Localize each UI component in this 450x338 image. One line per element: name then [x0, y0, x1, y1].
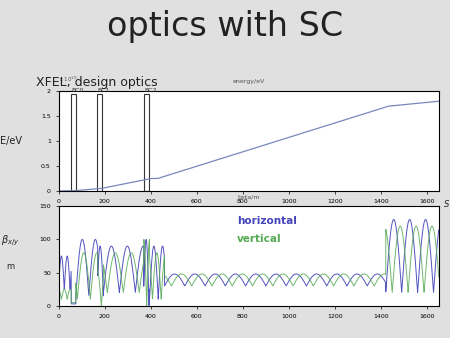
Text: m: m: [6, 262, 14, 270]
Text: BC1: BC1: [97, 88, 110, 93]
Text: beta/m: beta/m: [238, 194, 260, 199]
Text: vertical: vertical: [237, 234, 282, 244]
Text: horizontal: horizontal: [237, 216, 297, 226]
Text: $\beta_{x/y}$: $\beta_{x/y}$: [0, 234, 19, 248]
Text: optics with SC: optics with SC: [107, 10, 343, 43]
Bar: [97, 94, 102, 191]
Text: XFEL, design optics: XFEL, design optics: [36, 76, 158, 89]
Text: $\times\,10^{10}$: $\times\,10^{10}$: [58, 75, 78, 84]
Text: energy/eV: energy/eV: [233, 79, 265, 84]
Bar: [71, 94, 76, 191]
Text: E/eV: E/eV: [0, 136, 22, 146]
Text: BC2: BC2: [144, 88, 157, 93]
Bar: [144, 94, 149, 191]
Text: BC0: BC0: [71, 88, 84, 93]
Text: $S\,/\mathrm{m}$: $S\,/\mathrm{m}$: [443, 198, 450, 209]
